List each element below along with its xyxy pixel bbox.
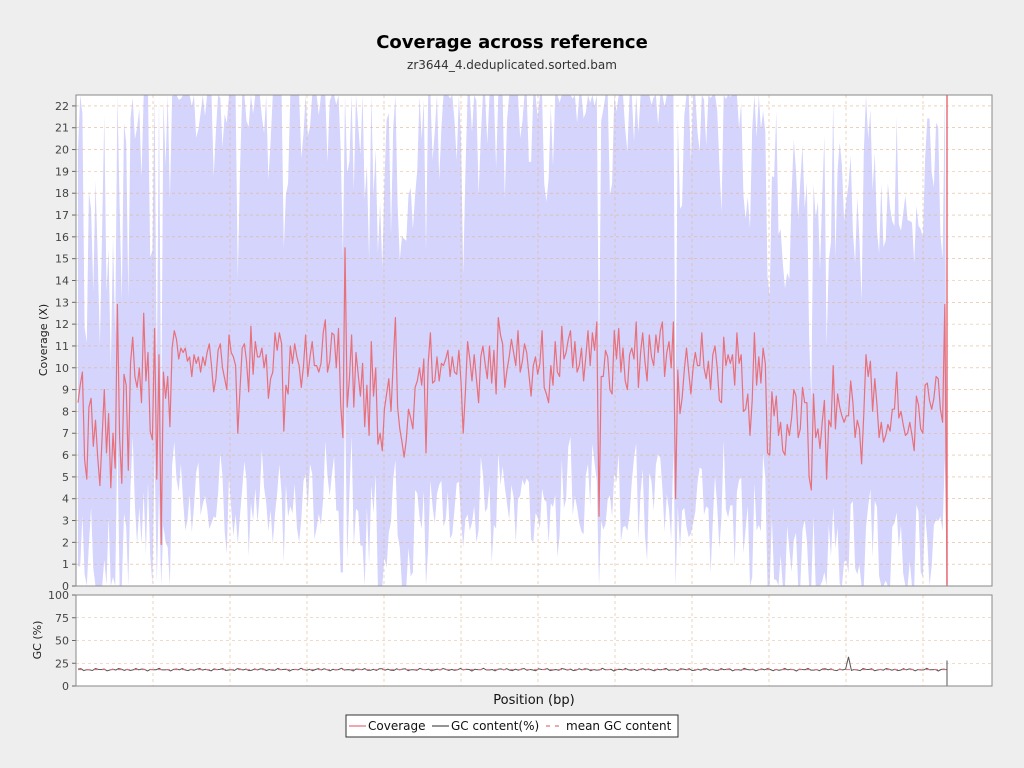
coverage-plot-border xyxy=(75,94,993,587)
gc-y-tick-label: 25 xyxy=(55,657,69,670)
coverage-range-band xyxy=(78,95,947,586)
coverage-y-tick-label: 20 xyxy=(55,144,69,157)
coverage-y-tick-label: 9 xyxy=(62,384,69,397)
legend-label-mean-gc: mean GC content xyxy=(566,719,672,733)
chart-subtitle: zr3644_4.deduplicated.sorted.bam xyxy=(407,58,617,72)
coverage-line xyxy=(77,247,948,584)
coverage-y-tick-label: 14 xyxy=(55,274,69,287)
coverage-y-tick-label: 0 xyxy=(62,580,69,593)
coverage-y-tick-label: 21 xyxy=(55,122,69,135)
gc-plot-border xyxy=(75,594,993,687)
gc-series xyxy=(77,656,948,686)
x-axis-label: Position (bp) xyxy=(493,693,574,708)
gc-y-tick-label: 75 xyxy=(55,612,69,625)
coverage-y-tick-label: 15 xyxy=(55,253,69,266)
coverage-y-tick-label: 2 xyxy=(62,536,69,549)
coverage-y-tick-label: 12 xyxy=(55,318,69,331)
coverage-y-tick-label: 11 xyxy=(55,340,69,353)
coverage-y-tick-label: 3 xyxy=(62,515,69,528)
coverage-gridlines xyxy=(76,95,992,586)
coverage-y-tick-label: 7 xyxy=(62,427,69,440)
legend-box xyxy=(345,714,679,738)
coverage-band xyxy=(78,95,947,586)
coverage-y-tick-label: 8 xyxy=(62,405,69,418)
legend-label-coverage: Coverage xyxy=(368,719,426,733)
gc-panel: 0 25 50 75 100 GC (%) xyxy=(31,589,993,693)
gc-y-axis-label: GC (%) xyxy=(31,621,44,660)
gc-y-ticks: 0 25 50 75 100 xyxy=(48,589,76,693)
coverage-y-tick-label: 5 xyxy=(62,471,69,484)
coverage-series xyxy=(77,95,948,586)
legend-label-gc-content: GC content(%) xyxy=(451,719,539,733)
gc-gridlines xyxy=(76,595,992,686)
chart-title: Coverage across reference xyxy=(376,32,648,53)
coverage-y-tick-label: 4 xyxy=(62,493,69,506)
coverage-y-tick-label: 22 xyxy=(55,100,69,113)
coverage-y-tick-label: 17 xyxy=(55,209,69,222)
coverage-y-tick-label: 10 xyxy=(55,362,69,375)
coverage-y-tick-label: 1 xyxy=(62,558,69,571)
coverage-y-tick-label: 6 xyxy=(62,449,69,462)
gc-y-tick-label: 0 xyxy=(62,680,69,693)
coverage-y-tick-label: 18 xyxy=(55,187,69,200)
gc-y-tick-label: 50 xyxy=(55,635,69,648)
coverage-y-tick-label: 13 xyxy=(55,296,69,309)
coverage-y-tick-label: 16 xyxy=(55,231,69,244)
coverage-y-axis-label: Coverage (X) xyxy=(37,304,50,376)
legend: Coverage GC content(%) mean GC content xyxy=(345,714,679,738)
gc-y-tick-label: 100 xyxy=(48,589,69,602)
coverage-y-tick-label: 19 xyxy=(55,165,69,178)
